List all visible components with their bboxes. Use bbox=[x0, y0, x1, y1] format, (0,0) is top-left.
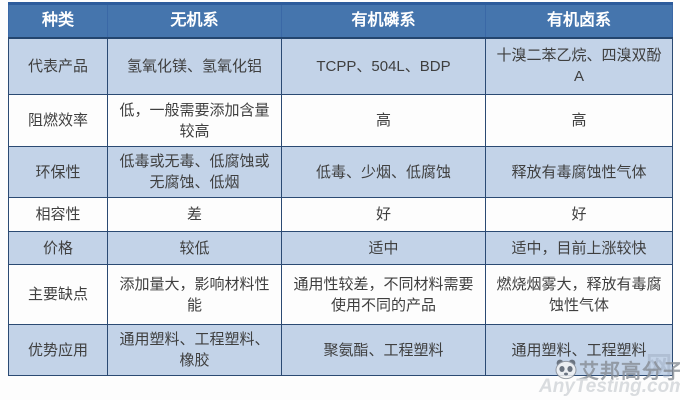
panda-logo-icon bbox=[555, 359, 577, 380]
header-cell-organophosphorus: 有机磷系 bbox=[281, 2, 486, 39]
row-label-applications: 优势应用 bbox=[8, 324, 108, 376]
row-label-eco: 环保性 bbox=[8, 146, 108, 198]
cell-price-inorganic: 较低 bbox=[107, 231, 282, 265]
row-label-price: 价格 bbox=[8, 231, 108, 265]
cell-eco-phosphorus: 低毒、少烟、低腐蚀 bbox=[281, 146, 486, 198]
cell-eco-inorganic: 低毒或无毒、低腐蚀或无腐蚀、低烟 bbox=[107, 146, 282, 198]
header-cell-organohalogen: 有机卤系 bbox=[485, 2, 673, 39]
row-label-compatibility: 相容性 bbox=[8, 197, 108, 232]
cell-products-halogen: 十溴二苯乙烷、四溴双酚A bbox=[485, 37, 673, 95]
cell-products-inorganic: 氢氧化镁、氢氧化铝 bbox=[107, 37, 282, 95]
cell-efficiency-halogen: 高 bbox=[485, 94, 673, 147]
row-label-efficiency: 阻燃效率 bbox=[8, 94, 108, 147]
cell-compatibility-halogen: 好 bbox=[485, 197, 673, 232]
cell-compatibility-phosphorus: 好 bbox=[281, 197, 486, 232]
table-row: 价格 较低 适中 适中，目前上涨较快 bbox=[8, 231, 673, 265]
table-row: 相容性 差 好 好 bbox=[8, 197, 673, 232]
cell-price-phosphorus: 适中 bbox=[281, 231, 486, 265]
cell-drawbacks-phosphorus: 通用性较差，不同材料需要使用不同的产品 bbox=[281, 264, 486, 325]
row-label-products: 代表产品 bbox=[8, 37, 108, 95]
cell-drawbacks-halogen: 燃烧烟雾大，释放有毒腐蚀性气体 bbox=[485, 264, 673, 325]
cell-applications-inorganic: 通用塑料、工程塑料、橡胶 bbox=[107, 324, 282, 376]
cell-drawbacks-inorganic: 添加量大，影响材料性能 bbox=[107, 264, 282, 325]
watermark-net-glyph: 网 bbox=[646, 351, 673, 381]
header-cell-category: 种类 bbox=[8, 2, 108, 39]
table-row: 环保性 低毒或无毒、低腐蚀或无腐蚀、低烟 低毒、少烟、低腐蚀 释放有毒腐蚀性气体 bbox=[8, 146, 673, 198]
cell-efficiency-inorganic: 低，一般需要添加含量较高 bbox=[107, 94, 282, 147]
cell-applications-halogen: 通用塑料、工程塑料 bbox=[485, 324, 673, 376]
cell-compatibility-inorganic: 差 bbox=[107, 197, 282, 232]
table-row: 主要缺点 添加量大，影响材料性能 通用性较差，不同材料需要使用不同的产品 燃烧烟… bbox=[8, 264, 673, 325]
cell-price-halogen: 适中，目前上涨较快 bbox=[485, 231, 673, 265]
header-cell-inorganic: 无机系 bbox=[107, 2, 282, 39]
watermark-brand-text: 艾邦高分子 bbox=[579, 361, 680, 383]
table-row: 阻燃效率 低，一般需要添加含量较高 高 高 bbox=[8, 94, 673, 147]
table-row: 代表产品 氢氧化镁、氢氧化铝 TCPP、504L、BDP 十溴二苯乙烷、四溴双酚… bbox=[8, 37, 673, 95]
cell-eco-halogen: 释放有毒腐蚀性气体 bbox=[485, 146, 673, 198]
cell-applications-phosphorus: 聚氨酯、工程塑料 bbox=[281, 324, 486, 376]
row-label-drawbacks: 主要缺点 bbox=[8, 264, 108, 325]
cell-efficiency-phosphorus: 高 bbox=[281, 94, 486, 147]
cell-products-phosphorus: TCPP、504L、BDP bbox=[281, 37, 486, 95]
table-row: 优势应用 通用塑料、工程塑料、橡胶 聚氨酯、工程塑料 通用塑料、工程塑料 bbox=[8, 324, 673, 376]
table-header-row: 种类 无机系 有机磷系 有机卤系 bbox=[8, 2, 673, 39]
watermark-site-text: AnyTesting.com bbox=[539, 376, 680, 397]
flame-retardant-comparison-table: 种类 无机系 有机磷系 有机卤系 代表产品 氢氧化镁、氢氧化铝 TCPP、504… bbox=[8, 2, 673, 376]
